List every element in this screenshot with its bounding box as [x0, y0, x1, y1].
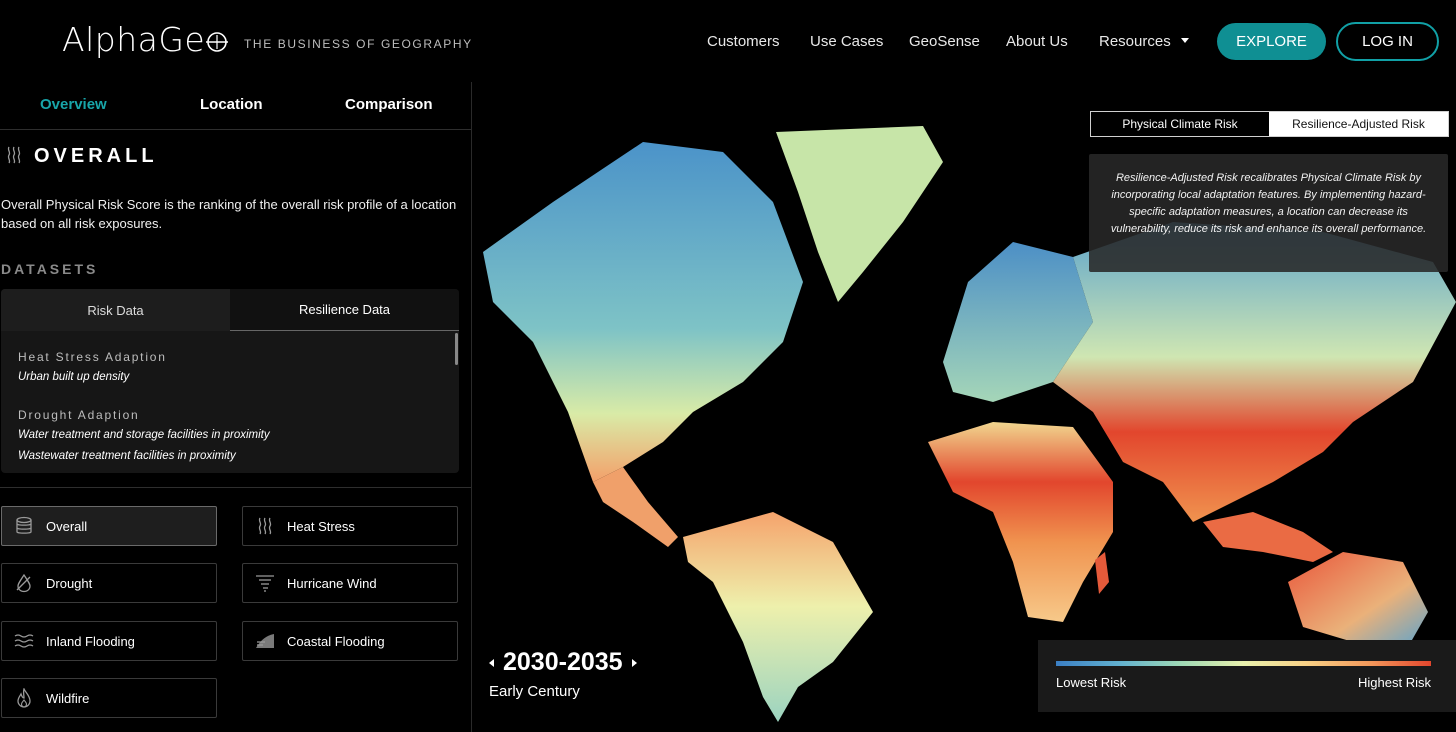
se-asia-region [1203, 512, 1333, 562]
dataset-item: Water treatment and storage facilities i… [18, 429, 270, 441]
water-waves-icon [14, 634, 34, 648]
tab-location[interactable]: Location [200, 96, 263, 113]
greenland-region [776, 126, 943, 302]
category-coastal-flooding-button[interactable]: Coastal Flooding [242, 621, 458, 661]
nav-about-us[interactable]: About Us [1006, 33, 1068, 50]
category-inland-flooding-button[interactable]: Inland Flooding [1, 621, 217, 661]
risk-type-toggle: Physical Climate Risk Resilience-Adjuste… [1090, 111, 1449, 137]
explore-button[interactable]: EXPLORE [1217, 23, 1326, 60]
drop-slash-icon [16, 573, 31, 593]
dataset-tabs: Risk Data Resilience Data [1, 289, 459, 331]
flame-icon [17, 688, 31, 708]
next-period-arrow-icon[interactable] [631, 658, 637, 667]
tab-overview[interactable]: Overview [40, 96, 107, 113]
panel-scrollbar[interactable] [455, 333, 458, 365]
info-tooltip: Resilience-Adjusted Risk recalibrates Ph… [1089, 154, 1448, 272]
tornado-icon [256, 575, 274, 592]
central-america-region [593, 467, 678, 547]
legend-low-label: Lowest Risk [1056, 675, 1127, 690]
nav-use-cases[interactable]: Use Cases [810, 33, 884, 50]
category-label: Overall [46, 518, 88, 534]
risk-legend: Lowest Risk Highest Risk [1038, 640, 1456, 712]
europe-region [943, 242, 1093, 402]
category-label: Heat Stress [287, 518, 355, 534]
north-america-region [483, 142, 803, 482]
logo-wordmark: AlphaGe [62, 20, 206, 59]
asia-region [1053, 222, 1456, 522]
sidebar-tabs: Overview Location Comparison [0, 82, 471, 130]
period-selector: 2030-2035 [489, 648, 637, 677]
top-nav-bar: AlphaGe THE BUSINESS OF GEOGRAPHY Custom… [0, 0, 1456, 82]
period-label: 2030-2035 [503, 648, 623, 676]
category-wildfire-button[interactable]: Wildfire [1, 678, 217, 718]
previous-period-arrow-icon[interactable] [489, 658, 494, 667]
risk-map[interactable]: Physical Climate Risk Resilience-Adjuste… [473, 82, 1456, 732]
tab-resilience-data[interactable]: Resilience Data [230, 289, 459, 331]
divider [0, 487, 471, 488]
datasets-heading: DATASETS [1, 261, 99, 277]
nav-resources[interactable]: Resources [1099, 33, 1171, 50]
datasets-panel: Risk Data Resilience Data Heat Stress Ad… [1, 289, 459, 473]
category-label: Drought [46, 575, 93, 591]
section-title: OVERALL [34, 145, 158, 167]
coastal-wave-icon [256, 634, 274, 648]
nav-geosense[interactable]: GeoSense [909, 33, 980, 50]
category-hurricane-wind-button[interactable]: Hurricane Wind [242, 563, 458, 603]
south-america-region [683, 512, 873, 722]
heat-waves-icon [258, 517, 272, 535]
tab-comparison[interactable]: Comparison [345, 96, 433, 113]
database-icon [16, 516, 32, 534]
tagline: THE BUSINESS OF GEOGRAPHY [244, 37, 473, 51]
dataset-item: Urban built up density [18, 371, 130, 383]
dataset-item: Wastewater treatment facilities in proxi… [18, 450, 236, 462]
nav-customers[interactable]: Customers [707, 33, 780, 50]
era-label: Early Century [489, 683, 580, 700]
category-label: Coastal Flooding [287, 633, 385, 649]
legend-high-label: Highest Risk [1358, 675, 1431, 690]
category-heat-stress-button[interactable]: Heat Stress [242, 506, 458, 546]
dataset-heading: Heat Stress Adaption [18, 350, 167, 364]
resilience-adjusted-risk-option[interactable]: Resilience-Adjusted Risk [1269, 112, 1448, 136]
category-label: Wildfire [46, 690, 90, 706]
alphageo-logo[interactable]: AlphaGe [62, 20, 229, 59]
legend-color-scale [1056, 661, 1431, 666]
chevron-down-icon[interactable] [1181, 38, 1189, 43]
australia-region [1288, 552, 1428, 647]
heat-waves-icon [7, 146, 21, 164]
physical-climate-risk-option[interactable]: Physical Climate Risk [1091, 112, 1269, 136]
africa-region [928, 422, 1113, 622]
dataset-heading: Drought Adaption [18, 408, 140, 422]
world-map-image[interactable] [473, 82, 1456, 732]
login-button[interactable]: LOG IN [1336, 22, 1439, 61]
category-label: Inland Flooding [46, 633, 135, 649]
globe-icon [206, 31, 229, 52]
category-drought-button[interactable]: Drought [1, 563, 217, 603]
category-overall-button[interactable]: Overall [1, 506, 217, 546]
madagascar-region [1095, 552, 1109, 594]
category-label: Hurricane Wind [287, 575, 377, 591]
overall-description: Overall Physical Risk Score is the ranki… [1, 197, 457, 231]
tab-risk-data[interactable]: Risk Data [1, 289, 230, 331]
sidebar: Overview Location Comparison OVERALL Ove… [0, 82, 472, 732]
